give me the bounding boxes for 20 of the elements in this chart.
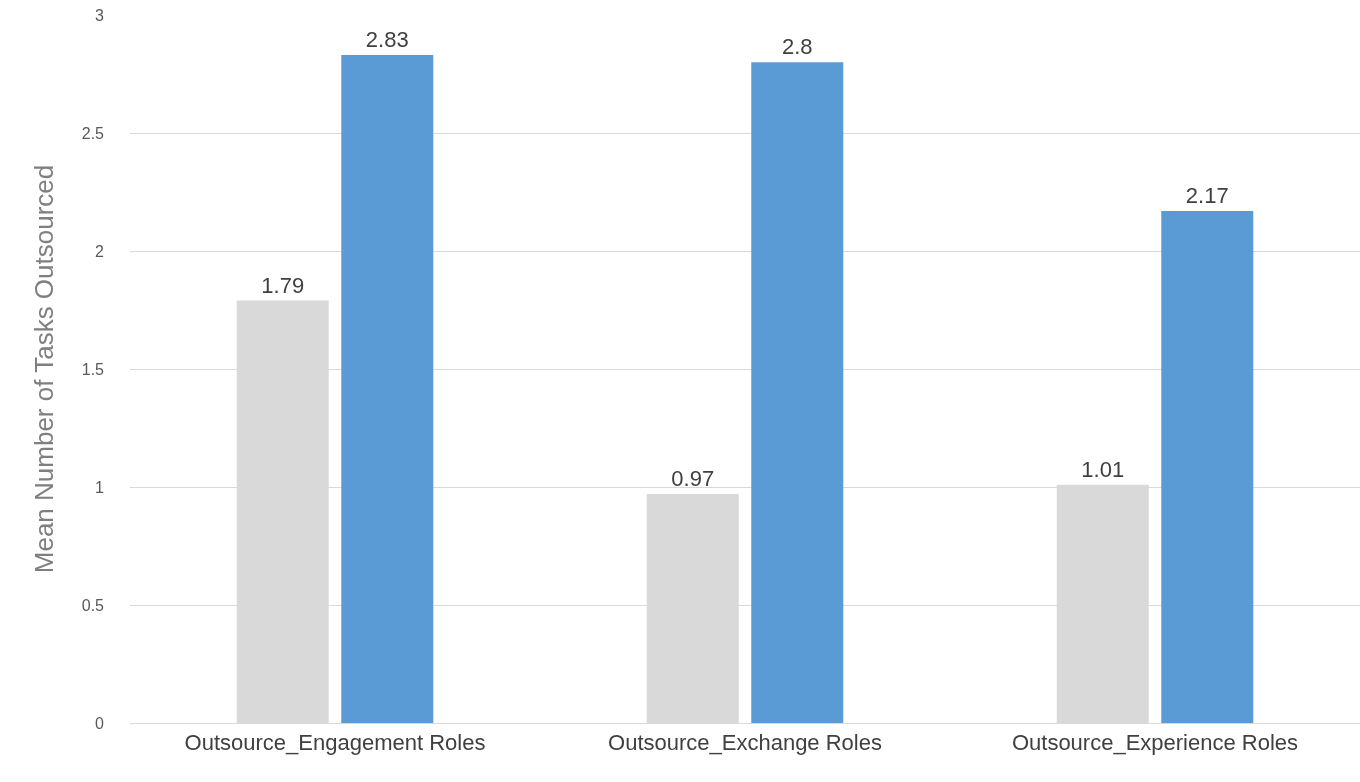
x-tick-label: Outsource_Exchange Roles xyxy=(608,730,882,756)
y-tick-label: 0 xyxy=(95,714,105,732)
data-label: 2.83 xyxy=(365,27,409,53)
y-tick-label: 1.5 xyxy=(81,360,105,378)
data-label: 1.79 xyxy=(261,272,305,298)
y-tick-label: 3 xyxy=(95,6,105,24)
y-tick-label: 2.5 xyxy=(81,124,105,142)
y-tick-label: 0.5 xyxy=(81,596,105,614)
x-tick-label: Outsource_Experience Roles xyxy=(1011,730,1299,756)
y-tick-label: 1 xyxy=(95,478,105,496)
data-label: 2.17 xyxy=(1185,182,1229,208)
data-label: 0.97 xyxy=(671,466,715,492)
bar xyxy=(341,55,434,723)
bar xyxy=(1161,210,1254,723)
data-label: 2.8 xyxy=(781,34,813,60)
y-tick-label: 2 xyxy=(95,242,105,260)
bar xyxy=(751,62,844,723)
data-label: 1.01 xyxy=(1081,456,1125,482)
y-axis-title: Mean Number of Tasks Outsourced xyxy=(29,164,60,574)
x-tick-label: Outsource_Engagement Roles xyxy=(184,730,486,756)
